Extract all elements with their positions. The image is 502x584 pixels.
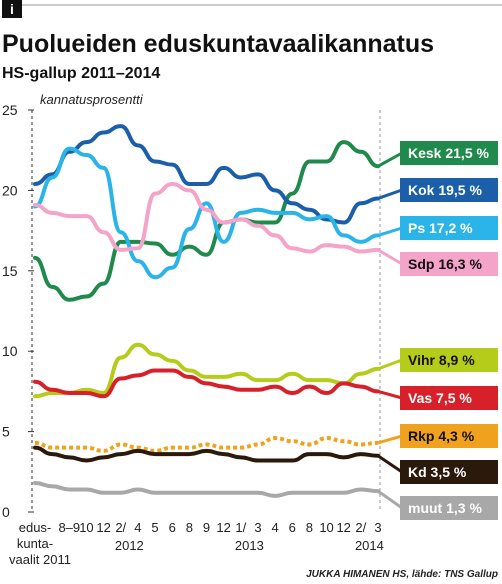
legend-box: [400, 496, 498, 520]
x-tick-label: 10: [79, 520, 93, 535]
x-tick-label: 3: [254, 520, 261, 535]
legend-connector: [377, 454, 403, 474]
legend-label: Ps 17,2 %: [408, 220, 473, 236]
legend-connector: [377, 151, 403, 168]
legend-label: muut 1,3 %: [408, 500, 482, 516]
x-tick-label: 12: [336, 520, 350, 535]
info-icon: [2, 0, 22, 18]
x-tick-label: 2/: [115, 520, 126, 535]
series-line: [33, 368, 380, 399]
x-tick-label: 3: [374, 520, 381, 535]
y-tick-label: 5: [2, 424, 10, 440]
x-tick-label: 6: [169, 520, 176, 535]
legend-connector: [377, 434, 403, 445]
legend-label: Vas 7,5 %: [408, 390, 472, 406]
x-tick-label: 5: [151, 520, 158, 535]
x-tick-label: 8–9: [58, 520, 80, 535]
legend-box: [400, 178, 498, 202]
legend-connector: [377, 389, 403, 400]
series-line: [33, 146, 380, 280]
legend-label: Kd 3,5 %: [408, 464, 467, 480]
x-tick-label: 12: [96, 520, 110, 535]
x-tick-label: 8: [186, 520, 193, 535]
x-tick-label-line: kunta-: [17, 536, 53, 551]
legend-box: [400, 424, 498, 448]
x-group-label: 2014: [355, 538, 384, 553]
legend-box: [400, 252, 498, 276]
legend-label: Vihr 8,9 %: [408, 352, 475, 368]
x-group-label: 2012: [115, 538, 144, 553]
series-line: [33, 140, 380, 302]
x-tick-label: 4: [271, 520, 278, 535]
legend-label: Kesk 21,5 %: [408, 145, 489, 161]
x-tick-label: 4: [134, 520, 141, 535]
x-tick-label-line: edus-: [19, 520, 52, 535]
legend-box: [400, 141, 498, 165]
legend-connector: [377, 358, 403, 371]
x-tick-label: 1/: [235, 520, 246, 535]
x-tick-label: 8: [306, 520, 313, 535]
x-tick-label-line: vaalit 2011: [9, 552, 71, 567]
legend-connector: [377, 248, 403, 266]
x-group-label: 2013: [235, 538, 264, 553]
y-tick-label: 10: [2, 343, 18, 359]
y-tick-label: 0: [2, 504, 10, 520]
series-line: [33, 342, 380, 399]
x-tick-label: 12: [216, 520, 230, 535]
y-tick-label: 20: [2, 182, 18, 198]
x-tick-label: 2/: [355, 520, 366, 535]
series-line: [34, 436, 379, 453]
series-line: [33, 181, 380, 254]
legend-box: [400, 216, 498, 240]
series-line: [33, 445, 380, 463]
chart-subtitle: HS-gallup 2011–2014: [2, 65, 160, 82]
y-tick-label: 15: [2, 263, 18, 279]
legend-label: Rkp 4,3 %: [408, 428, 475, 444]
source: JUKKA HIMANEN HS, lähde: TNS Gallup: [306, 569, 498, 580]
legend-connector: [377, 188, 403, 200]
y-tick-label: 25: [2, 102, 18, 118]
legend-label: Sdp 16,3 %: [408, 256, 482, 272]
chart-title: Puolueiden eduskuntavaalikannatus: [2, 30, 434, 58]
legend-label: Kok 19,5 %: [408, 182, 482, 198]
x-tick-label: 6: [289, 520, 296, 535]
x-tick-label: 9: [203, 520, 210, 535]
legend-box: [400, 348, 498, 372]
legend-connector: [377, 489, 403, 510]
legend-box: [400, 460, 498, 484]
x-tick-label: edus-kunta-vaalit 2011: [9, 520, 71, 567]
x-tick-label: 10: [319, 520, 333, 535]
info-icon-text: i: [10, 1, 14, 17]
series-line: [33, 481, 380, 498]
legend-box: [400, 386, 498, 410]
y-axis-label: kannatusprosentti: [40, 92, 144, 107]
legend-connector: [377, 226, 403, 237]
